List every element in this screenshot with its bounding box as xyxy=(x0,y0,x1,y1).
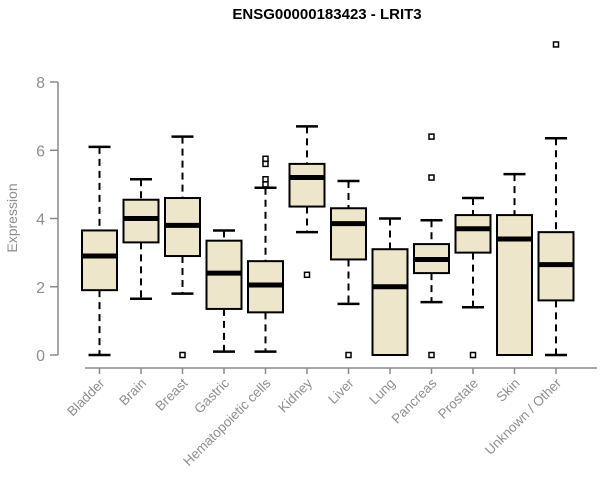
outlier-point xyxy=(262,155,269,163)
y-axis-title: Expression xyxy=(4,183,20,252)
boxplot-brain: Brain xyxy=(116,178,160,409)
boxplot-prostate: Prostate xyxy=(435,196,492,422)
y-tick-label: 6 xyxy=(36,143,45,160)
outlier-point xyxy=(469,351,477,359)
x-tick-label-bladder: Bladder xyxy=(64,375,108,419)
box xyxy=(454,214,492,254)
outlier-point xyxy=(552,41,560,48)
x-tick-label-skin: Skin xyxy=(493,376,522,405)
y-tick-label: 0 xyxy=(36,348,45,365)
outlier-point xyxy=(345,351,352,359)
x-tick-label-unknown-other: Unknown / Other xyxy=(482,375,565,458)
y-tick-label: 2 xyxy=(36,280,45,297)
outlier-point xyxy=(179,351,186,359)
outlier-point xyxy=(428,351,435,359)
boxplot-lung: Lung xyxy=(366,217,409,408)
outlier-point xyxy=(428,174,435,181)
x-tick-label-liver: Liver xyxy=(325,375,357,407)
chart-title: ENSG00000183423 - LRIT3 xyxy=(232,6,422,23)
x-tick-label-breast: Breast xyxy=(152,375,190,413)
box xyxy=(288,162,326,208)
box xyxy=(81,229,118,292)
outlier-point xyxy=(262,181,269,188)
x-tick-label-kidney: Kidney xyxy=(275,375,315,415)
x-tick-label-prostate: Prostate xyxy=(435,376,481,422)
box xyxy=(122,198,160,244)
boxplot-bladder: Bladder xyxy=(64,145,118,419)
boxplot-liver: Liver xyxy=(325,179,367,407)
y-tick-label: 8 xyxy=(36,75,45,92)
outlier-point xyxy=(428,133,435,140)
box xyxy=(496,214,533,356)
boxplot-gastric: Gastric xyxy=(191,229,243,416)
x-tick-label-lung: Lung xyxy=(366,376,398,408)
box xyxy=(371,248,409,356)
outlier-point xyxy=(262,160,269,168)
x-tick-label-brain: Brain xyxy=(116,376,149,409)
y-tick-label: 4 xyxy=(36,212,45,229)
box xyxy=(330,207,367,261)
x-tick-label-pancreas: Pancreas xyxy=(389,375,440,426)
boxplot-breast: Breast xyxy=(152,135,201,414)
outlier-point xyxy=(262,176,269,183)
boxplot-skin: Skin xyxy=(493,172,533,405)
outlier-point xyxy=(303,271,311,279)
x-tick-label-gastric: Gastric xyxy=(191,375,232,416)
